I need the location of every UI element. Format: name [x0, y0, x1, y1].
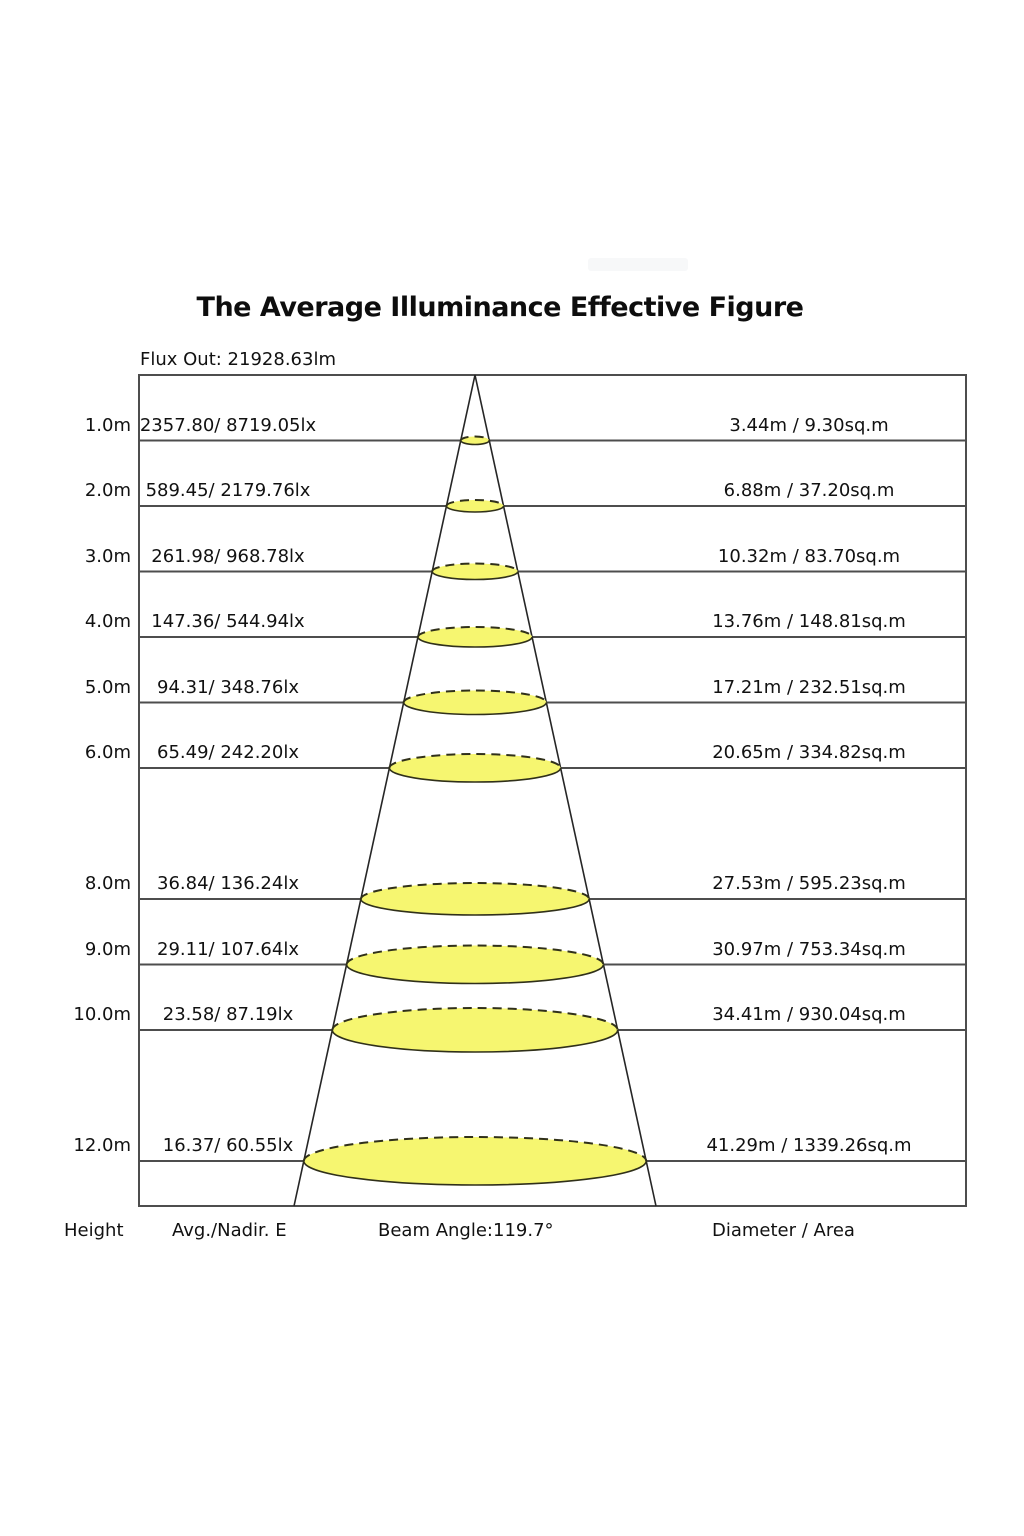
row-avg-nadir-value: 261.98/ 968.78lx — [151, 545, 305, 567]
beam-ellipse-front-edge — [445, 505, 505, 513]
beam-ellipse-4.0m — [417, 627, 533, 647]
row-avg-nadir-value: 29.11/ 107.64lx — [157, 938, 299, 960]
beam-ellipse-back-edge — [445, 499, 505, 507]
beam-ellipse-back-edge — [331, 1007, 619, 1031]
row-height-label: 6.0m — [84, 742, 131, 763]
beam-ellipse-8.0m — [360, 883, 590, 915]
beam-ellipse-back-edge — [388, 753, 562, 769]
row-height-label: 8.0m — [84, 873, 131, 894]
row-height-label: 10.0m — [73, 1004, 131, 1025]
footer-diameter-area-label: Diameter / Area — [712, 1220, 855, 1241]
footer-height-label: Height — [64, 1220, 124, 1241]
row-diameter-area-value: 10.32m / 83.70sq.m — [717, 545, 901, 567]
beam-ellipse-front-edge — [345, 964, 605, 985]
row-avg-nadir-value: 94.31/ 348.76lx — [157, 676, 299, 698]
row-avg-nadir-value: 23.58/ 87.19lx — [162, 1004, 294, 1025]
row-diameter-area-value: 17.21m / 232.51sq.m — [712, 676, 906, 698]
row-avg-nadir-value: 65.49/ 242.20lx — [157, 742, 299, 763]
beam-ellipse-6.0m — [389, 754, 561, 782]
beam-ellipse-9.0m — [346, 945, 604, 984]
row-diameter-area-value: 27.53m / 595.23sq.m — [712, 873, 906, 894]
footer-avg-nadir-label: Avg./Nadir. E — [172, 1220, 287, 1241]
row-diameter-area-value: 30.97m / 753.34sq.m — [712, 938, 906, 960]
flux-out-label: Flux Out: 21928.63lm — [140, 349, 336, 370]
beam-ellipse-10.0m — [332, 1008, 618, 1052]
beam-ellipse-front-edge — [402, 702, 548, 716]
watermark-smudge — [588, 258, 688, 271]
beam-ellipse-back-edge — [359, 882, 591, 900]
row-height-label: 3.0m — [84, 545, 131, 567]
beam-ellipse-back-edge — [402, 689, 548, 703]
beam-ellipse-back-edge — [431, 562, 519, 572]
row-height-label: 1.0m — [84, 414, 131, 436]
beam-ellipse-back-edge — [459, 435, 491, 441]
beam-ellipse-back-edge — [345, 944, 605, 965]
row-diameter-area-value: 6.88m / 37.20sq.m — [723, 480, 895, 501]
row-avg-nadir-value: 589.45/ 2179.76lx — [145, 480, 311, 501]
cone-edge-left — [293, 374, 476, 1207]
row-diameter-area-value: 3.44m / 9.30sq.m — [729, 414, 889, 436]
beam-ellipse-front-edge — [459, 440, 491, 446]
beam-ellipse-back-edge — [416, 626, 534, 638]
row-height-label: 2.0m — [84, 480, 131, 501]
row-diameter-area-value: 13.76m / 148.81sq.m — [712, 611, 906, 632]
footer-beam-angle-label: Beam Angle:119.7° — [378, 1220, 554, 1241]
row-avg-nadir-value: 36.84/ 136.24lx — [157, 873, 299, 894]
beam-ellipse-front-edge — [303, 1160, 647, 1186]
beam-ellipse-2.0m — [446, 500, 504, 512]
row-avg-nadir-value: 16.37/ 60.55lx — [162, 1135, 294, 1156]
row-height-label: 12.0m — [73, 1135, 131, 1156]
beam-ellipse-front-edge — [388, 767, 562, 783]
figure-frame — [138, 374, 967, 1207]
beam-ellipse-5.0m — [403, 690, 547, 715]
beam-ellipse-front-edge — [431, 571, 519, 581]
beam-ellipse-3.0m — [432, 563, 518, 580]
row-diameter-area-value: 20.65m / 334.82sq.m — [712, 742, 906, 763]
row-diameter-area-value: 41.29m / 1339.26sq.m — [706, 1135, 912, 1156]
row-height-label: 9.0m — [84, 938, 131, 960]
row-avg-nadir-value: 147.36/ 544.94lx — [151, 611, 305, 632]
row-height-label: 4.0m — [84, 611, 131, 632]
row-height-label: 5.0m — [84, 676, 131, 698]
beam-ellipse-front-edge — [417, 636, 533, 648]
beam-ellipse-1.0m — [460, 436, 490, 445]
beam-ellipse-front-edge — [331, 1029, 619, 1053]
beam-ellipse-back-edge — [302, 1136, 648, 1162]
figure-title: The Average Illuminance Effective Figure — [196, 292, 804, 323]
row-diameter-area-value: 34.41m / 930.04sq.m — [712, 1004, 906, 1025]
row-avg-nadir-value: 2357.80/ 8719.05lx — [139, 414, 317, 436]
cone-edge-right — [474, 374, 657, 1207]
beam-ellipse-12.0m — [303, 1137, 647, 1185]
beam-ellipse-front-edge — [360, 898, 590, 916]
